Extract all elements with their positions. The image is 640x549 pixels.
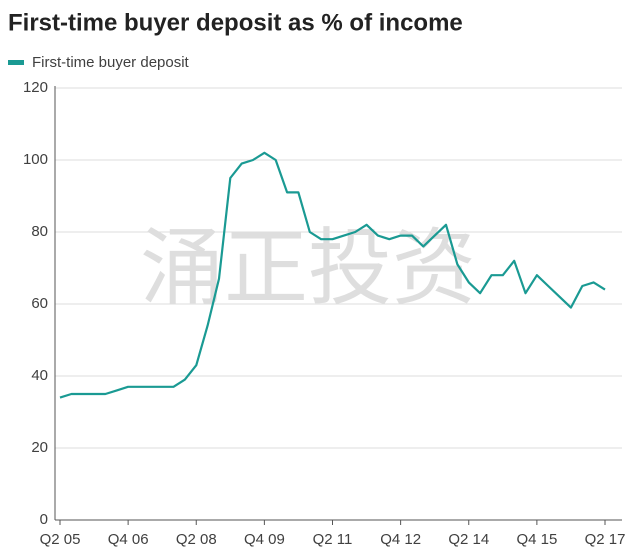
y-tick-label: 120 xyxy=(23,79,48,96)
x-tick-label: Q4 15 xyxy=(516,531,557,548)
x-tick-label: Q4 06 xyxy=(108,531,149,548)
y-tick-label: 0 xyxy=(40,511,48,528)
x-tick-label: Q2 17 xyxy=(585,531,626,548)
y-tick-label: 80 xyxy=(31,223,48,240)
x-tick-label: Q2 08 xyxy=(176,531,217,548)
legend-swatch xyxy=(8,60,24,65)
y-tick-label: 40 xyxy=(31,367,48,384)
y-tick-label: 20 xyxy=(31,439,48,456)
x-tick-label: Q2 14 xyxy=(448,531,489,548)
legend-label: First-time buyer deposit xyxy=(32,54,190,71)
y-tick-label: 60 xyxy=(31,295,48,312)
x-tick-label: Q2 11 xyxy=(313,531,353,548)
x-tick-label: Q4 12 xyxy=(380,531,421,548)
chart-title: First-time buyer deposit as % of income xyxy=(8,9,463,36)
watermark: 涌正投资 xyxy=(140,219,476,317)
data-line xyxy=(59,151,606,399)
y-tick-label: 100 xyxy=(23,151,48,168)
x-tick-label: Q4 09 xyxy=(244,531,285,548)
x-tick-label: Q2 05 xyxy=(40,531,81,548)
